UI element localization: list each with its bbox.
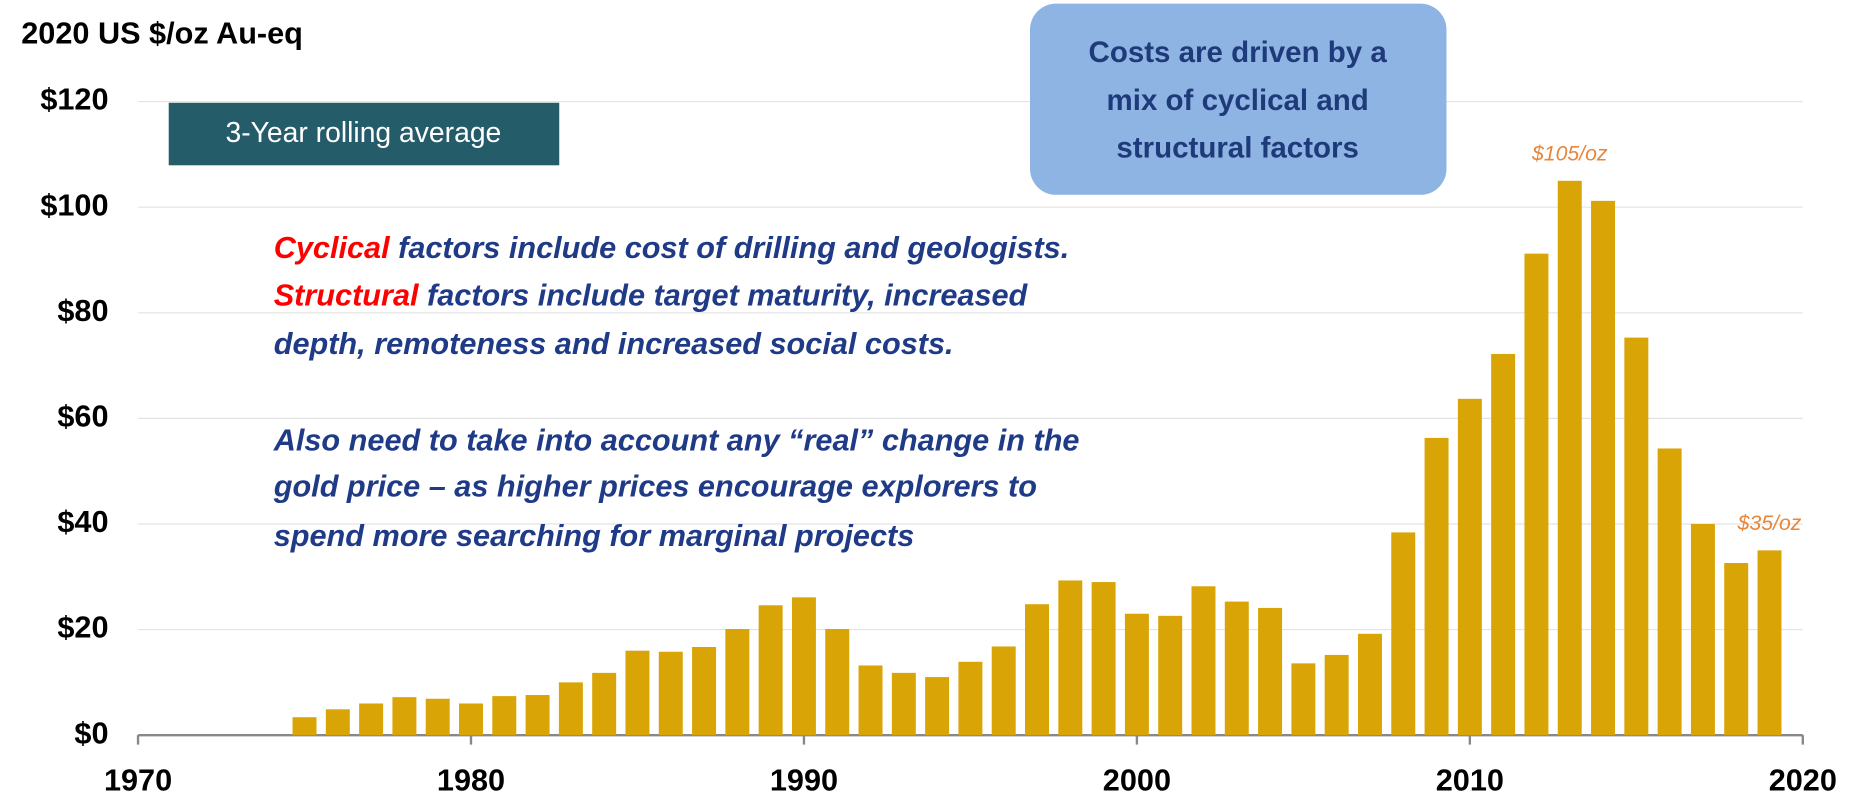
bar bbox=[525, 695, 550, 736]
y-tick-label: $40 bbox=[57, 505, 108, 539]
bar bbox=[692, 646, 717, 736]
bar bbox=[1124, 613, 1149, 736]
callout-text: Costs are driven by a bbox=[1089, 36, 1388, 69]
x-tick-label: 2000 bbox=[1103, 763, 1171, 797]
legend-label: 3-Year rolling average bbox=[225, 116, 501, 148]
bar bbox=[658, 651, 683, 736]
note-line: spend more searching for marginal projec… bbox=[274, 519, 915, 553]
chart-title: 2020 US $/oz Au-eq bbox=[21, 17, 303, 51]
note-segment: Also need to take into account any “real… bbox=[273, 424, 1080, 458]
bar bbox=[1624, 337, 1649, 736]
note-line: gold price – as higher prices encourage … bbox=[273, 470, 1037, 504]
bar bbox=[1324, 654, 1349, 736]
bar bbox=[625, 650, 650, 736]
y-tick-label: $100 bbox=[40, 188, 108, 222]
bar bbox=[758, 605, 783, 736]
bar bbox=[1291, 663, 1316, 736]
bar bbox=[1091, 582, 1116, 736]
annotation: $35/oz bbox=[1737, 512, 1802, 535]
bar bbox=[1591, 200, 1616, 736]
bar bbox=[392, 697, 417, 736]
bar bbox=[292, 717, 317, 736]
note-segment: Cyclical bbox=[274, 231, 391, 265]
note-segment: gold price – as higher prices encourage … bbox=[273, 470, 1037, 504]
bar bbox=[891, 672, 916, 736]
x-tick-label: 2010 bbox=[1436, 763, 1504, 797]
bar bbox=[1191, 586, 1216, 736]
bar bbox=[325, 709, 350, 736]
y-tick-label: $20 bbox=[57, 611, 108, 645]
callout-text: structural factors bbox=[1116, 132, 1358, 165]
annotation: $105/oz bbox=[1531, 142, 1608, 165]
y-tick-label: $80 bbox=[57, 294, 108, 328]
bar bbox=[1457, 398, 1482, 736]
bar bbox=[958, 661, 983, 736]
legend-box bbox=[168, 102, 560, 166]
x-tick-label: 2020 bbox=[1769, 763, 1837, 797]
bar bbox=[991, 646, 1016, 736]
bar bbox=[359, 703, 384, 736]
note-line: Also need to take into account any “real… bbox=[273, 424, 1080, 458]
bar bbox=[1025, 604, 1050, 736]
x-tick-label: 1990 bbox=[770, 763, 838, 797]
bar bbox=[1557, 180, 1582, 736]
bar bbox=[558, 682, 583, 736]
bar bbox=[1690, 523, 1715, 736]
bar bbox=[1757, 550, 1782, 736]
x-tick-label: 1980 bbox=[437, 763, 505, 797]
bar bbox=[1657, 448, 1682, 736]
note-segment: spend more searching for marginal projec… bbox=[274, 519, 915, 553]
bar bbox=[725, 629, 750, 736]
bar bbox=[791, 597, 816, 736]
bar bbox=[1058, 580, 1083, 736]
bar bbox=[858, 665, 883, 736]
note-segment: factors include cost of drilling and geo… bbox=[390, 231, 1070, 265]
bar bbox=[1224, 601, 1249, 736]
bar bbox=[1357, 633, 1382, 736]
y-tick-label: $60 bbox=[57, 399, 108, 433]
bar bbox=[459, 703, 483, 736]
note-line: depth, remoteness and increased social c… bbox=[274, 327, 954, 361]
y-tick-label: $0 bbox=[74, 716, 108, 750]
note-segment: factors include target maturity, increas… bbox=[419, 279, 1029, 313]
note-segment: Structural bbox=[274, 279, 420, 313]
y-tick-label: $120 bbox=[40, 83, 108, 117]
callout-text: mix of cyclical and bbox=[1107, 84, 1369, 117]
callout-box bbox=[1030, 3, 1447, 195]
note-line: Cyclical factors include cost of drillin… bbox=[274, 231, 1070, 265]
x-tick-label: 1970 bbox=[104, 763, 172, 797]
bar bbox=[1524, 253, 1549, 736]
bar bbox=[1424, 437, 1449, 736]
bar bbox=[1491, 353, 1516, 736]
bar bbox=[492, 696, 517, 736]
bar bbox=[925, 677, 950, 736]
bar bbox=[825, 629, 850, 736]
bar bbox=[1724, 563, 1749, 736]
note-line: Structural factors include target maturi… bbox=[274, 279, 1029, 313]
note-segment: depth, remoteness and increased social c… bbox=[274, 327, 954, 361]
bar bbox=[1158, 615, 1183, 736]
bar bbox=[1258, 607, 1283, 736]
bar bbox=[1391, 532, 1416, 736]
bar bbox=[425, 698, 450, 736]
bar bbox=[592, 672, 617, 736]
